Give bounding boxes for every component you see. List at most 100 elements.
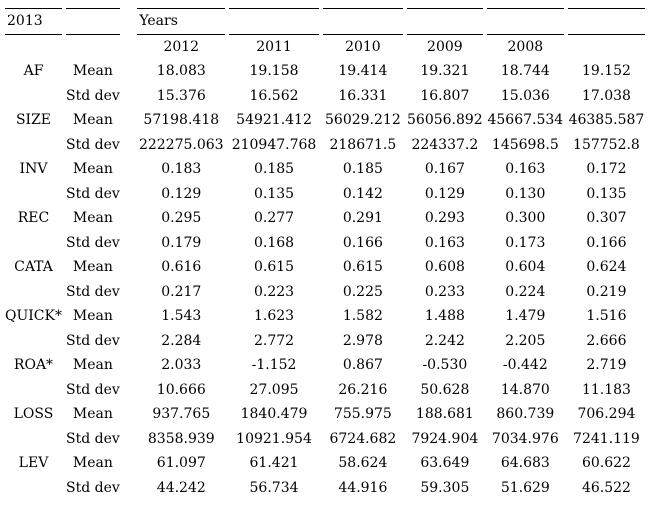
- table-body: 2013 Years 2012 2011 2010 2009 2008 AF Mean 18.…: [5, 8, 645, 500]
- value-cell: 1.623: [253, 308, 295, 325]
- table-row-mean: INV Mean 0.183 0.185 0.185 0.167 0.163 0.172: [5, 157, 645, 182]
- table-row-std: Std dev 2.284 2.772 2.978 2.242 2.205 2.666: [5, 329, 645, 354]
- table-row-std: Std dev 15.376 16.562 16.331 16.807 15.036 17.…: [5, 84, 645, 109]
- column-spacer: [124, 231, 134, 256]
- column-spacer: [124, 182, 134, 207]
- value-cell: 188.681: [415, 406, 474, 423]
- value-cell: 0.615: [253, 259, 295, 276]
- value-cell: 706.294: [577, 406, 636, 423]
- column-spacer: [124, 280, 134, 305]
- value-cell: 2.033: [161, 357, 202, 374]
- value-cell: 0.135: [586, 185, 627, 202]
- value-cell: 222275.063: [138, 136, 224, 153]
- value-cell: 0.295: [161, 210, 202, 227]
- year-column-label: 2008: [507, 38, 544, 55]
- value-cell: 19.321: [420, 63, 470, 80]
- value-cell: 0.168: [253, 234, 295, 251]
- empty-cell: [5, 182, 62, 207]
- stat-label-std: Std dev: [65, 136, 120, 153]
- year-column-label: 2011: [256, 38, 292, 55]
- stat-label-mean: Mean: [72, 112, 113, 129]
- value-cell: 0.163: [424, 234, 465, 251]
- value-cell: 46.522: [581, 479, 631, 496]
- value-cell: 15.036: [500, 87, 550, 104]
- header-empty-cell: [65, 8, 120, 35]
- header-empty-cell: [406, 8, 483, 35]
- column-spacer: [124, 133, 134, 158]
- value-cell: 19.158: [249, 63, 299, 80]
- value-cell: 57198.418: [143, 112, 220, 129]
- value-cell: 0.130: [505, 185, 546, 202]
- empty-cell: [5, 280, 62, 305]
- value-cell: 1.479: [505, 308, 546, 325]
- value-cell: 0.624: [586, 259, 627, 276]
- value-cell: 63.649: [420, 455, 470, 472]
- value-cell: 0.179: [161, 234, 202, 251]
- variable-label: LOSS: [13, 406, 54, 423]
- value-cell: 16.562: [249, 87, 299, 104]
- table-row-mean: QUICK* Mean 1.543 1.623 1.582 1.488 1.479 1.516: [5, 304, 645, 329]
- table-row-std: Std dev 0.179 0.168 0.166 0.163 0.173 0.166: [5, 231, 645, 256]
- value-cell: 224337.2: [411, 136, 479, 153]
- years-group-header: Years: [137, 8, 226, 35]
- value-cell: 0.135: [253, 185, 295, 202]
- column-spacer: [124, 476, 134, 501]
- table-row-std: Std dev 0.217 0.223 0.225 0.233 0.224 0.219: [5, 280, 645, 305]
- value-cell: 0.142: [342, 185, 383, 202]
- column-spacer: [124, 255, 134, 280]
- value-cell: 0.129: [424, 185, 465, 202]
- stat-label-mean: Mean: [72, 63, 113, 80]
- value-cell: 61.421: [249, 455, 299, 472]
- stat-label-mean: Mean: [72, 210, 113, 227]
- value-cell: 10.666: [156, 381, 206, 398]
- empty-cell: [5, 329, 62, 354]
- table-row-mean: SIZE Mean 57198.418 54921.412 56029.212 56056…: [5, 108, 645, 133]
- column-spacer: [124, 157, 134, 182]
- table-row-std: Std dev 10.666 27.095 26.216 50.628 14.870 11.…: [5, 378, 645, 403]
- column-spacer: [124, 378, 134, 403]
- table-row-mean: LOSS Mean 937.765 1840.479 755.975 188.681 860…: [5, 402, 645, 427]
- header-empty-cell: [229, 8, 319, 35]
- table-row-mean: ROA* Mean 2.033 -1.152 0.867 -0.530 -0.442 2.71…: [5, 353, 645, 378]
- stat-label-mean: Mean: [72, 308, 113, 325]
- column-spacer: [124, 59, 134, 84]
- value-cell: 18.083: [156, 63, 206, 80]
- value-cell: -1.152: [251, 357, 297, 374]
- table-row-std: Std dev 222275.063 210947.768 218671.5 22433…: [5, 133, 645, 158]
- empty-cell: [5, 133, 62, 158]
- value-cell: 0.163: [505, 161, 546, 178]
- value-cell: 19.414: [338, 63, 388, 80]
- stat-label-mean: Mean: [72, 455, 113, 472]
- value-cell: 2.205: [505, 332, 546, 349]
- empty-cell: [5, 378, 62, 403]
- stat-label-mean: Mean: [72, 161, 113, 178]
- table-row-std: Std dev 8358.939 10921.954 6724.682 7924.904…: [5, 427, 645, 452]
- value-cell: 0.233: [424, 283, 465, 300]
- value-cell: 0.219: [586, 283, 627, 300]
- value-cell: 44.242: [156, 479, 206, 496]
- value-cell: 0.291: [342, 210, 383, 227]
- value-cell: 56056.892: [407, 112, 483, 129]
- value-cell: 59.305: [420, 479, 470, 496]
- value-cell: 0.173: [505, 234, 546, 251]
- value-cell: 0.223: [253, 283, 295, 300]
- stat-label-std: Std dev: [65, 332, 120, 349]
- value-cell: 1.488: [424, 308, 465, 325]
- corner-year-label: 2013: [5, 8, 62, 35]
- value-cell: 0.608: [424, 259, 465, 276]
- value-cell: 2.719: [586, 357, 627, 374]
- value-cell: 2.284: [161, 332, 202, 349]
- column-spacer: [124, 451, 134, 476]
- table-row-mean: REC Mean 0.295 0.277 0.291 0.293 0.300 0.307: [5, 206, 645, 231]
- column-spacer: [124, 329, 134, 354]
- value-cell: 1.543: [161, 308, 202, 325]
- value-cell: 2.772: [253, 332, 295, 349]
- value-cell: 218671.5: [329, 136, 397, 153]
- descriptive-statistics-table: 2013 Years 2012 2011 2010 2009 2008 AF Mean 18.…: [1, 8, 649, 500]
- value-cell: 937.765: [152, 406, 211, 423]
- value-cell: 64.683: [500, 455, 550, 472]
- value-cell: 54921.412: [236, 112, 312, 129]
- empty-cell: [5, 35, 62, 60]
- value-cell: 210947.768: [231, 136, 317, 153]
- empty-cell: [5, 476, 62, 501]
